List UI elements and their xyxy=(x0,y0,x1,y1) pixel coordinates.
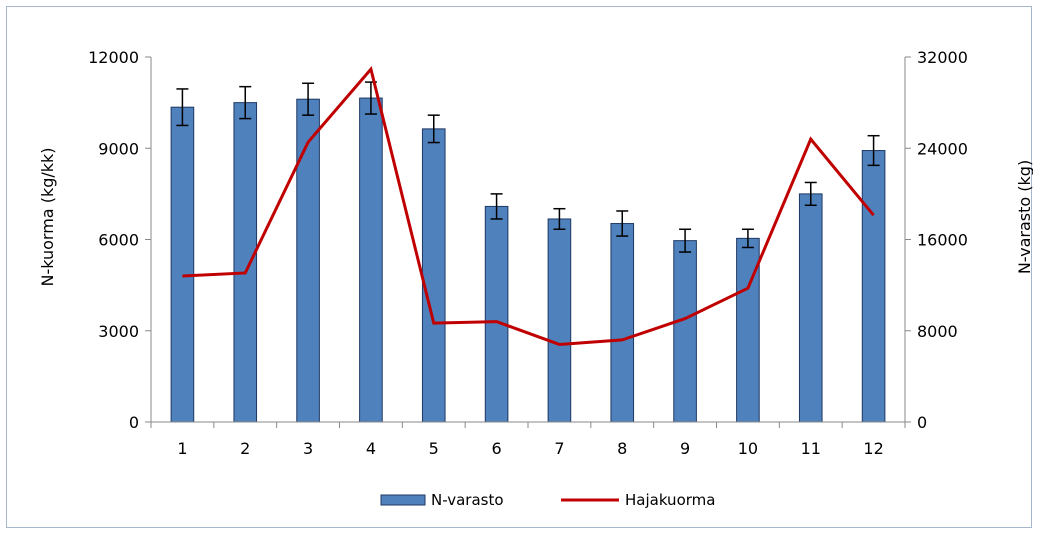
axes-layer xyxy=(150,57,906,423)
error-bar-5 xyxy=(427,114,440,144)
bar-11 xyxy=(798,193,823,423)
chart-frame: 0 3000 6000 9000 12000 0 8000 16000 24000 32000 … xyxy=(6,6,1033,528)
bar-layer xyxy=(170,97,886,423)
x-tick-label: 10 xyxy=(738,439,758,458)
left-tick-label: 3000 xyxy=(98,322,139,341)
left-tick-label: 9000 xyxy=(98,139,139,158)
right-tick-label: 16000 xyxy=(917,231,968,250)
error-bar-11 xyxy=(804,181,817,207)
right-axis-title: N-varasto (kg) xyxy=(1015,160,1033,274)
x-tick-label: 1 xyxy=(177,439,187,458)
line-hajakuorma xyxy=(182,65,875,346)
line-layer xyxy=(182,65,875,346)
bar-5 xyxy=(421,128,446,423)
x-tick-label: 7 xyxy=(554,439,564,458)
legend-label-hajakuorma: Hajakuorma xyxy=(625,491,715,509)
right-axis-ticks: 0 8000 16000 24000 32000 xyxy=(905,48,968,432)
left-tick-label: 12000 xyxy=(88,48,139,67)
x-tick-label: 5 xyxy=(429,439,439,458)
bar-7 xyxy=(547,218,572,423)
error-bar-3 xyxy=(302,82,315,116)
x-axis-ticks: 1 2 3 4 5 6 7 8 9 10 11 12 xyxy=(150,422,906,458)
bar-4 xyxy=(359,97,383,423)
left-tick-label: 6000 xyxy=(98,231,139,250)
right-tick-label: 32000 xyxy=(917,48,968,67)
bar-6 xyxy=(484,205,509,423)
x-tick-label: 6 xyxy=(491,439,501,458)
left-axis-title: N-kuorma (kg/kk) xyxy=(38,147,57,286)
right-tick-label: 0 xyxy=(917,413,927,432)
x-tick-label: 9 xyxy=(680,439,690,458)
x-tick-label: 4 xyxy=(366,439,376,458)
bar-2 xyxy=(233,102,258,423)
right-tick-label: 8000 xyxy=(917,322,958,341)
error-bar-1 xyxy=(176,88,189,127)
error-bar-8 xyxy=(616,210,629,237)
error-bar-12 xyxy=(867,134,880,167)
error-bar-6 xyxy=(490,193,503,220)
legend-swatch-n-varasto xyxy=(380,494,426,506)
legend: N-varasto Hajakuorma xyxy=(380,491,715,509)
bar-9 xyxy=(673,240,697,423)
x-tick-label: 12 xyxy=(863,439,883,458)
bar-12 xyxy=(861,150,886,423)
legend-label-n-varasto: N-varasto xyxy=(431,491,504,509)
left-axis-ticks: 0 3000 6000 9000 12000 xyxy=(88,48,151,432)
error-bar-2 xyxy=(239,85,252,120)
x-tick-label: 8 xyxy=(617,439,627,458)
bar-8 xyxy=(610,223,635,423)
right-tick-label: 24000 xyxy=(917,139,968,158)
x-tick-label: 2 xyxy=(240,439,250,458)
x-tick-label: 3 xyxy=(303,439,313,458)
bar-3 xyxy=(296,98,320,423)
error-bar-9 xyxy=(679,228,692,253)
bar-1 xyxy=(170,106,195,423)
error-bar-10 xyxy=(741,228,754,249)
error-bar-7 xyxy=(553,207,566,230)
left-tick-label: 0 xyxy=(129,413,139,432)
x-tick-label: 11 xyxy=(801,439,821,458)
